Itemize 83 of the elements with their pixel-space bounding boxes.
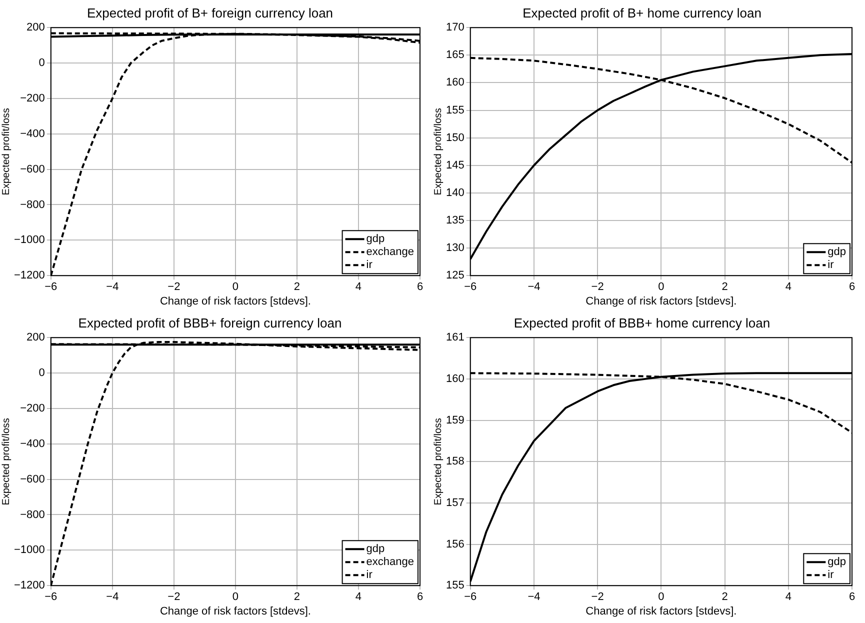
y-tick-label: 150	[446, 132, 464, 144]
x-axis-title: Change of risk factors [stdevs].	[160, 605, 311, 618]
legend-label: ir	[366, 569, 373, 582]
x-tick-label: −4	[106, 281, 119, 294]
y-tick-label: 130	[446, 242, 464, 254]
x-tick-label: −6	[44, 591, 58, 604]
y-tick-label: −1000	[14, 234, 45, 246]
chart-title: Expected profit of BBB+ home currency loan	[514, 315, 770, 330]
y-tick-label: −400	[20, 128, 45, 140]
legend-label: gdp	[366, 543, 385, 556]
legend-label: ir	[366, 259, 373, 272]
x-tick-label: 2	[722, 281, 728, 294]
y-tick-label: −400	[20, 438, 45, 450]
legend-label: ir	[828, 259, 834, 272]
x-tick-label: 6	[416, 591, 424, 604]
x-tick-label: 2	[294, 591, 300, 604]
y-axis-title: Expected profit/loss	[432, 108, 444, 196]
x-tick-label: 6	[848, 591, 856, 604]
y-tick-label: −800	[20, 508, 45, 521]
x-tick-label: 6	[416, 281, 424, 294]
y-tick-label: 125	[446, 270, 464, 282]
x-tick-label: −2	[591, 591, 604, 604]
y-tick-label: 200	[26, 332, 45, 344]
y-tick-label: 157	[446, 496, 464, 509]
y-tick-label: 170	[446, 22, 464, 34]
legend-label: exchange	[366, 246, 414, 258]
y-tick-label: −600	[20, 163, 45, 176]
x-axis-title: Change of risk factors [stdevs].	[586, 295, 737, 308]
x-axis-title: Change of risk factors [stdevs].	[160, 295, 311, 308]
y-tick-label: 156	[446, 538, 464, 550]
x-tick-label: 0	[658, 591, 664, 604]
legend-label: ir	[828, 569, 834, 582]
y-tick-label: 159	[446, 414, 464, 426]
x-tick-label: 2	[722, 591, 728, 604]
y-tick-label: −1200	[14, 270, 45, 282]
y-axis-title: Expected profit/loss	[0, 418, 12, 506]
chart-title: Expected profit of BBB+ foreign currency loan	[78, 315, 342, 330]
y-tick-label: −200	[20, 402, 45, 414]
y-axis-title: Expected profit/loss	[0, 108, 12, 196]
y-tick-label: 155	[446, 580, 464, 592]
y-tick-label: 158	[446, 456, 464, 468]
x-tick-label: 4	[355, 281, 362, 294]
y-tick-label: 160	[446, 76, 464, 89]
legend-label: gdp	[828, 246, 846, 258]
y-tick-label: 135	[446, 214, 464, 227]
x-tick-label: −6	[464, 281, 477, 294]
x-tick-label: 0	[658, 281, 664, 294]
x-tick-label: −2	[168, 281, 180, 294]
x-tick-label: −4	[528, 591, 540, 604]
x-tick-label: 2	[294, 281, 300, 294]
y-tick-label: −800	[20, 198, 45, 211]
y-tick-label: 155	[446, 104, 464, 116]
y-tick-label: 165	[446, 49, 464, 62]
y-tick-label: 160	[446, 372, 464, 385]
y-tick-label: 161	[446, 332, 464, 344]
x-tick-label: −6	[464, 591, 477, 604]
x-tick-label: −6	[44, 281, 58, 294]
y-tick-label: −1200	[14, 580, 45, 592]
legend-label: exchange	[366, 556, 414, 568]
y-tick-label: 200	[26, 22, 45, 34]
y-tick-label: −1000	[14, 544, 45, 556]
x-tick-label: −2	[591, 281, 604, 294]
x-tick-label: 6	[848, 281, 856, 294]
y-tick-label: −200	[20, 92, 45, 104]
x-tick-label: 4	[785, 281, 792, 294]
y-tick-label: −600	[20, 473, 45, 486]
y-tick-label: 145	[446, 159, 464, 172]
x-tick-label: −4	[106, 591, 119, 604]
y-axis-title: Expected profit/loss	[432, 418, 444, 506]
y-tick-label: 0	[38, 367, 45, 380]
x-tick-label: −2	[168, 591, 180, 604]
chart-title: Expected profit of B+ home currency loan	[522, 5, 762, 20]
x-tick-label: −4	[528, 281, 540, 294]
legend-label: gdp	[366, 233, 385, 246]
y-tick-label: 140	[446, 186, 464, 199]
x-tick-label: 4	[355, 591, 362, 604]
y-tick-label: 0	[38, 57, 45, 70]
x-tick-label: 0	[232, 591, 239, 604]
x-tick-label: 0	[232, 281, 239, 294]
x-axis-title: Change of risk factors [stdevs].	[586, 605, 737, 618]
chart-title: Expected profit of B+ foreign currency loan	[86, 5, 334, 20]
legend-label: gdp	[828, 556, 846, 568]
x-tick-label: 4	[785, 591, 792, 604]
